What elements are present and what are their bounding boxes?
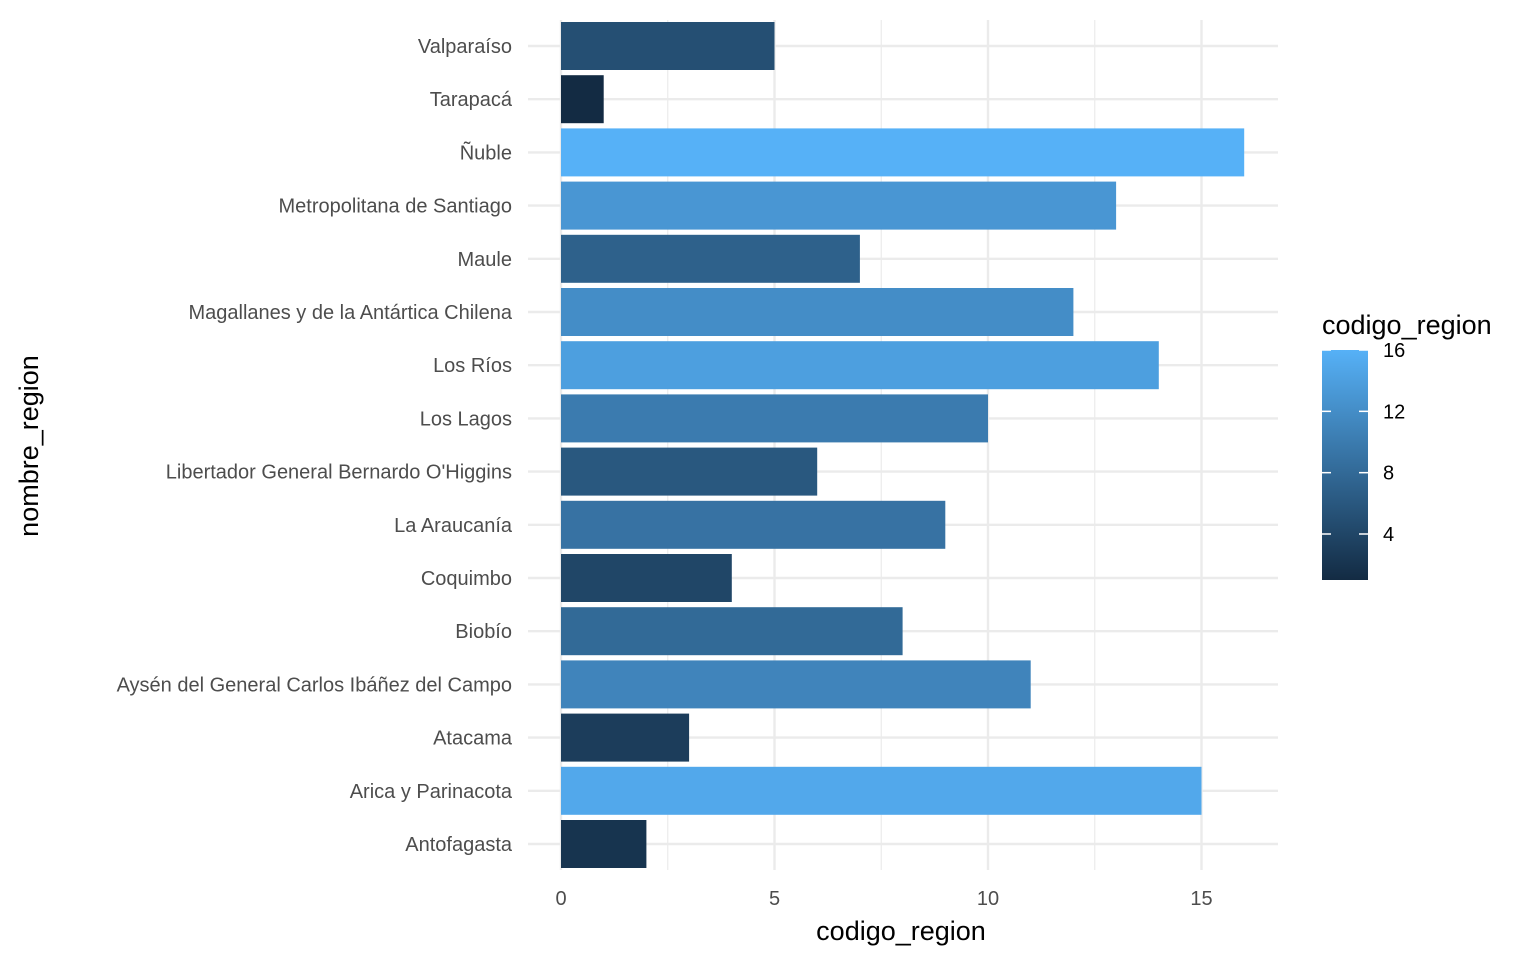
legend-tick-label: 16 [1383, 340, 1405, 362]
y-tick-label: Arica y Parinacota [350, 781, 513, 803]
legend-colorbar [1322, 350, 1368, 580]
y-axis-tick-labels: Valparaíso Tarapacá Ñuble Metropolitana de … [117, 36, 513, 856]
x-tick-label: 10 [977, 888, 999, 910]
y-tick-label: Magallanes y de la Antártica Chilena [188, 302, 512, 324]
x-tick-label: 5 [769, 888, 780, 910]
y-tick-label: Valparaíso [418, 36, 512, 58]
bar [561, 394, 988, 443]
y-tick-label: Libertador General Bernardo O'Higgins [166, 462, 512, 484]
x-tick-label: 0 [555, 888, 566, 910]
bar [561, 128, 1245, 177]
bar [561, 341, 1159, 390]
bar [561, 447, 818, 496]
bar [561, 234, 860, 283]
bar [561, 75, 604, 124]
legend-title: codigo_region [1322, 310, 1492, 340]
x-axis-tick-labels: 0 5 10 15 [555, 888, 1212, 910]
bar [561, 288, 1074, 336]
bar [561, 22, 775, 70]
y-tick-label: Maule [458, 249, 512, 271]
bar [561, 766, 1202, 815]
legend-tick-label: 8 [1383, 463, 1394, 485]
legend-tick-label: 12 [1383, 401, 1405, 423]
legend-ticks: 4 8 12 16 [1322, 340, 1405, 546]
bar [561, 820, 647, 868]
y-tick-label: Aysén del General Carlos Ibáñez del Camp… [117, 674, 512, 696]
y-tick-label: Los Ríos [433, 355, 512, 377]
bar [561, 660, 1031, 709]
bar [561, 713, 690, 762]
y-tick-label: Los Lagos [420, 408, 512, 430]
bars [561, 22, 1245, 868]
bar [561, 607, 903, 656]
x-axis-title: codigo_region [816, 916, 986, 946]
y-tick-label: Antofagasta [405, 834, 513, 856]
bar [561, 554, 732, 602]
legend-tick-label: 4 [1383, 524, 1394, 546]
y-tick-label: Atacama [433, 728, 513, 750]
y-tick-label: Biobío [455, 621, 512, 643]
y-axis-title: nombre_region [14, 355, 44, 537]
y-tick-label: Tarapacá [430, 89, 513, 111]
y-tick-label: Coquimbo [421, 568, 512, 590]
y-tick-label: La Araucanía [394, 515, 513, 537]
y-tick-label: Metropolitana de Santiago [279, 196, 513, 218]
y-tick-label: Ñuble [460, 140, 512, 164]
bar [561, 181, 1117, 230]
bar [561, 500, 946, 549]
x-tick-label: 15 [1190, 888, 1212, 910]
legend: codigo_region 4 8 12 16 [1322, 310, 1492, 580]
